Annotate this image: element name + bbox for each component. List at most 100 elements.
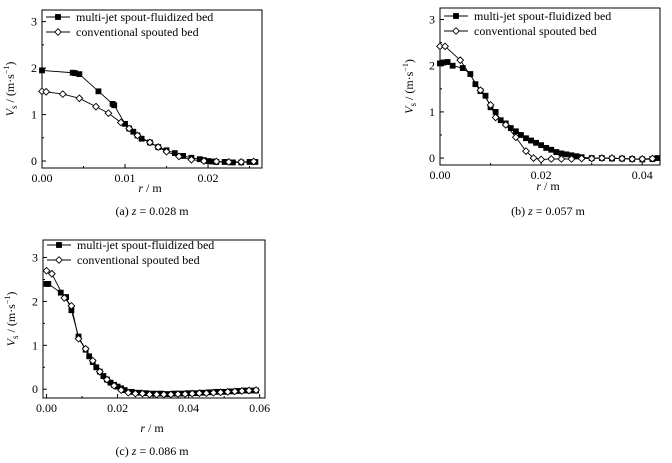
y-axis-label-sub: s (408, 103, 418, 107)
data-point-square (453, 13, 459, 19)
y-axis-label-exp: −1 (401, 63, 410, 72)
legend-entry: multi-jet spout-fluidized bed (444, 9, 611, 23)
x-tick-label: 0.06 (249, 401, 270, 415)
x-tick-label: 0.00 (36, 401, 57, 415)
caption-value: = 0.086 m (136, 444, 189, 458)
data-point-diamond (174, 390, 182, 398)
x-axis-label-var: r (138, 181, 143, 195)
data-point-diamond (456, 56, 465, 65)
legend: multi-jet spout-fluidized bedconventiona… (444, 9, 611, 38)
data-point-square (548, 146, 555, 153)
data-point-diamond (42, 87, 51, 96)
data-point-diamond (608, 154, 616, 163)
y-axis-label-unit: / (m·s (3, 74, 17, 106)
data-point-diamond (92, 102, 100, 111)
chart-panel: 0.00 0.02 0.04 0 1 2 3 r / m Vs / (m·s−1) (b) z =… (401, 7, 661, 218)
data-point-square (45, 280, 52, 287)
data-point-square (76, 71, 83, 78)
data-point-diamond (55, 256, 63, 264)
x-axis-label-var: r (140, 421, 145, 435)
y-tick-label: 1 (31, 108, 37, 122)
data-point-square (533, 139, 539, 146)
data-point-diamond (124, 388, 133, 397)
data-point-diamond (501, 120, 510, 129)
data-point-square (467, 71, 474, 77)
data-point-diamond (125, 124, 134, 133)
legend-entry: conventional spouted bed (444, 24, 597, 38)
series-conventional (38, 87, 258, 166)
data-point-square (449, 62, 456, 69)
data-point-diamond (486, 101, 495, 109)
legend: multi-jet spout-fluidized bedconventiona… (47, 238, 214, 267)
y-tick-label: 0 (429, 151, 435, 165)
data-point-diamond (110, 381, 118, 390)
data-point-diamond (54, 28, 62, 36)
x-tick-label: 0.02 (531, 168, 552, 182)
panel-caption: (a) z = 0.028 m (115, 204, 189, 218)
data-point-diamond (547, 155, 556, 163)
chart-panel: 0.00 0.01 0.02 0 1 2 3 r / m Vs / (m·s−1) (a) z =… (2, 9, 263, 218)
data-point-diamond (58, 90, 67, 99)
data-point-diamond (567, 155, 576, 163)
y-axis-label-close: ) (3, 62, 17, 66)
legend-label: multi-jet spout-fluidized bed (77, 238, 214, 252)
y-tick-label: 1 (32, 338, 38, 352)
y-axis-label-close: ) (402, 59, 416, 63)
data-point-square (56, 242, 62, 248)
data-point-diamond (209, 388, 218, 397)
data-point-diamond (452, 27, 460, 35)
y-axis-label: Vs / (m·s−1) (2, 62, 19, 117)
caption-prefix: (b) (511, 204, 528, 218)
data-point-diamond (511, 133, 520, 142)
y-tick-label: 2 (32, 294, 38, 308)
caption-value: = 0.028 m (136, 204, 189, 218)
data-point-square (507, 125, 514, 131)
x-axis-label-var: r (536, 179, 541, 193)
data-point-diamond (223, 387, 232, 396)
x-tick-label: 0.04 (178, 401, 199, 415)
x-axis-label: r / m (536, 179, 560, 193)
y-axis-label-exp: −1 (3, 296, 12, 305)
data-point-diamond (537, 155, 546, 164)
caption-prefix: (a) (115, 204, 131, 218)
data-point-square (528, 137, 534, 144)
data-point-diamond (47, 269, 56, 278)
x-axis-label-unit: / m (145, 421, 164, 435)
data-point-diamond (529, 154, 538, 163)
y-tick-label: 3 (31, 15, 37, 29)
x-axis-label-unit: / m (143, 181, 162, 195)
data-point-square (472, 81, 479, 88)
data-point-diamond (628, 155, 637, 163)
data-point-diamond (441, 42, 449, 51)
data-point-diamond (133, 131, 142, 140)
data-point-square (86, 353, 93, 360)
y-axis-label: Vs / (m·s−1) (401, 59, 418, 114)
data-point-diamond (212, 157, 221, 166)
data-point-diamond (159, 390, 168, 399)
legend-label: conventional spouted bed (474, 24, 597, 38)
caption-var: z (527, 204, 533, 218)
data-point-diamond (138, 389, 147, 398)
panel-caption: (c) z = 0.086 m (115, 444, 189, 458)
x-tick-label: 0.01 (115, 171, 136, 185)
data-point-square (39, 67, 45, 74)
y-axis-label-sub: s (9, 105, 19, 109)
data-point-diamond (618, 154, 627, 163)
data-point-square (93, 364, 100, 371)
data-point-diamond (102, 375, 111, 384)
data-point-diamond (88, 356, 97, 365)
data-point-diamond (436, 42, 444, 51)
data-point-diamond (75, 94, 84, 103)
y-tick-label: 1 (429, 105, 435, 119)
data-point-diamond (587, 154, 596, 163)
data-point-diamond (202, 389, 211, 398)
data-point-diamond (145, 390, 154, 399)
x-tick-label: 0.04 (632, 168, 653, 182)
y-axis-label-unit: / (m·s (402, 71, 416, 103)
legend-entry: conventional spouted bed (46, 25, 199, 39)
legend-label: multi-jet spout-fluidized bed (474, 9, 611, 23)
data-point-diamond (638, 155, 647, 163)
series-line (440, 45, 653, 160)
data-point-diamond (104, 109, 113, 118)
